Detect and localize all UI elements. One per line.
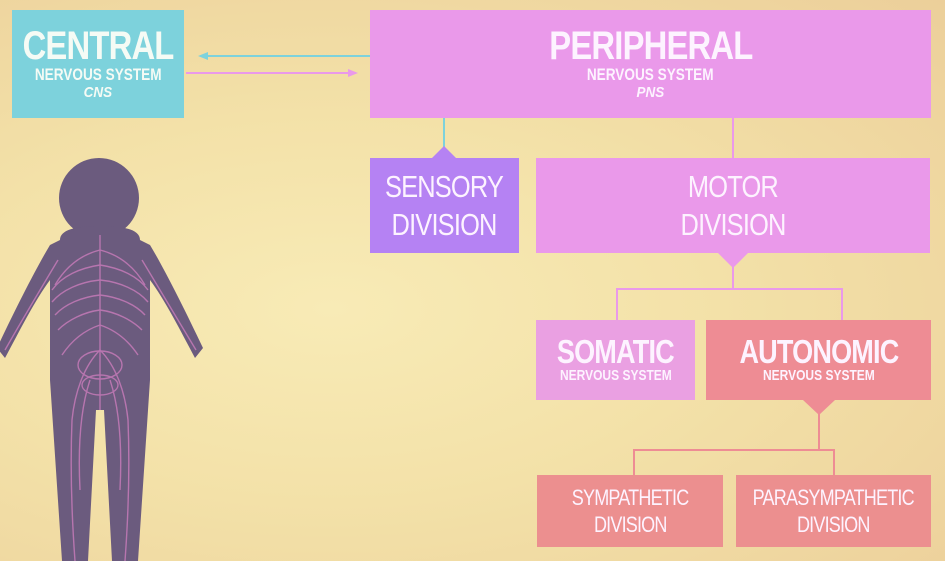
arrow-pns-to-cns — [198, 52, 370, 60]
motor-notch — [718, 253, 748, 268]
sympathetic-line1: SYMPATHETIC — [571, 484, 689, 510]
parasympathetic-line1: PARASYMPATHETIC — [752, 484, 915, 510]
sympathetic-division-box: SYMPATHETIC DIVISION — [537, 475, 723, 547]
sensory-line1: SENSORY — [385, 169, 504, 205]
motor-division-box: MOTOR DIVISION — [536, 158, 930, 253]
sensory-division-box: SENSORY DIVISION — [370, 158, 519, 253]
somatic-title: SOMATIC — [556, 333, 675, 371]
sensory-notch — [432, 146, 456, 158]
cns-subtitle: NERVOUS SYSTEM — [34, 64, 162, 84]
somatic-nervous-system-box: SOMATIC NERVOUS SYSTEM — [536, 320, 695, 400]
arrow-cns-to-pns — [186, 69, 358, 77]
motor-line1: MOTOR — [687, 169, 779, 205]
autonomic-title: AUTONOMIC — [738, 333, 899, 371]
cns-title: CENTRAL — [22, 23, 175, 68]
pns-box: PERIPHERAL NERVOUS SYSTEM PNS — [370, 10, 931, 118]
cns-abbr: CNS — [83, 84, 113, 102]
nerve-network — [4, 235, 197, 561]
head-shape — [59, 158, 139, 238]
pns-subtitle: NERVOUS SYSTEM — [587, 64, 714, 84]
sensory-line2: DIVISION — [391, 206, 498, 242]
pns-abbr: PNS — [636, 84, 665, 102]
somatic-subtitle: NERVOUS SYSTEM — [559, 367, 672, 385]
autonomic-subtitle: NERVOUS SYSTEM — [762, 367, 875, 385]
connector-autonomic-children — [633, 449, 835, 475]
motor-line2: DIVISION — [680, 206, 786, 242]
connector-somatic — [616, 288, 843, 320]
parasympathetic-division-box: PARASYMPATHETIC DIVISION — [736, 475, 931, 547]
human-body-figure — [0, 158, 203, 561]
autonomic-notch — [803, 400, 835, 415]
sympathetic-line2: DIVISION — [593, 512, 667, 537]
parasympathetic-line2: DIVISION — [797, 512, 870, 537]
autonomic-nervous-system-box: AUTONOMIC NERVOUS SYSTEM — [706, 320, 931, 400]
pns-title: PERIPHERAL — [548, 23, 753, 68]
torso-shape — [0, 226, 203, 561]
cns-box: CENTRAL NERVOUS SYSTEM CNS — [12, 10, 184, 118]
